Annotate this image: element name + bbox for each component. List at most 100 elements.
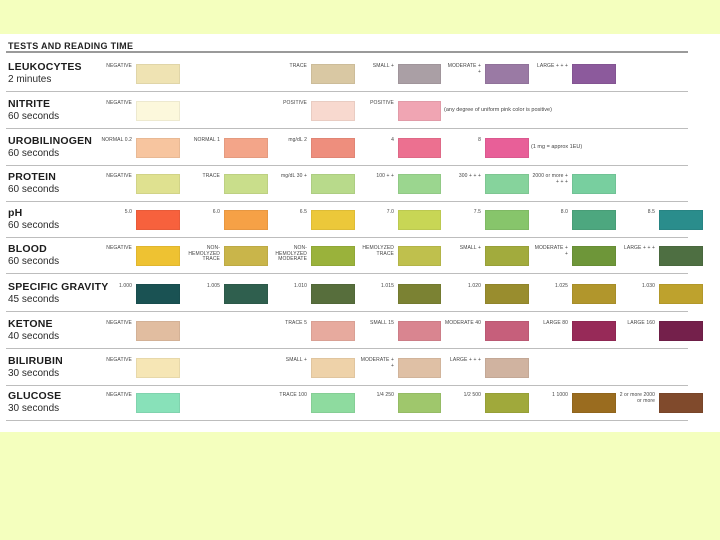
pad-label: NEGATIVE	[106, 63, 132, 69]
pad-label: MODERATE + +	[447, 63, 481, 75]
pad-label: 1.020	[467, 283, 481, 289]
pad-label: 7.5	[473, 209, 481, 215]
pad-label: 4	[391, 137, 394, 143]
row-divider	[6, 91, 688, 92]
pad-label: SMALL 15	[370, 320, 394, 326]
pad-label: TRACE 100	[279, 392, 307, 398]
pad-label: LARGE + + +	[537, 63, 568, 69]
color-pad	[572, 174, 616, 194]
pad-label: NORMAL 1	[193, 137, 220, 143]
pad-label: mg/dL 2	[288, 137, 307, 143]
color-pad	[485, 64, 529, 84]
reading-time: 40 seconds	[8, 331, 60, 342]
row-divider	[6, 128, 688, 129]
color-pad	[311, 246, 355, 266]
pad-label: SMALL +	[459, 245, 481, 251]
row-divider	[6, 420, 688, 421]
test-name: pH	[8, 207, 23, 219]
chart-header: TESTS AND READING TIME	[8, 41, 134, 51]
pad-label: 1.010	[293, 283, 307, 289]
test-name: SPECIFIC GRAVITY	[8, 281, 109, 293]
color-pad	[398, 101, 441, 121]
pad-label: 300 + + +	[458, 173, 481, 179]
color-pad	[485, 246, 529, 266]
color-pad	[311, 174, 355, 194]
test-row-urobilinogen: UROBILINOGEN 60 seconds NORMAL 0.2 NORMAL 1…	[0, 135, 720, 175]
reading-time: 60 seconds	[8, 148, 60, 159]
test-row-leukocytes: LEUKOCYTES 2 minutes NEGATIVE TRACE SMALL + M…	[0, 61, 720, 101]
row-divider	[6, 348, 688, 349]
color-pad	[572, 64, 616, 84]
color-pad	[485, 321, 529, 341]
row-note: (1 mg = approx 1EU)	[531, 144, 583, 150]
pad-label: TRACE 5	[285, 320, 307, 326]
test-row-glucose: GLUCOSE 30 seconds NEGATIVE TRACE 100 1/4 25…	[0, 391, 720, 430]
row-divider	[6, 237, 688, 238]
reading-time: 60 seconds	[8, 256, 60, 267]
test-name: NITRITE	[8, 98, 51, 110]
reading-time: 30 seconds	[8, 403, 60, 414]
reading-time: 30 seconds	[8, 368, 60, 379]
color-pad	[311, 210, 355, 230]
color-pad	[485, 138, 529, 158]
color-pad	[485, 174, 529, 194]
color-pad	[398, 321, 441, 341]
pad-label: LARGE 80	[543, 320, 568, 326]
color-pad	[398, 210, 441, 230]
pad-label: NEGATIVE	[106, 320, 132, 326]
pad-label: LARGE + + +	[450, 357, 481, 363]
test-name: BLOOD	[8, 243, 47, 255]
color-pad	[398, 174, 441, 194]
test-name: PROTEIN	[8, 171, 57, 183]
color-pad	[311, 64, 355, 84]
color-pad	[136, 393, 180, 413]
pad-label: POSITIVE	[283, 100, 307, 106]
color-pad	[224, 246, 268, 266]
pad-label: 7.0	[386, 209, 394, 215]
pad-label: 5.0	[124, 209, 132, 215]
pad-label: MODERATE + +	[534, 245, 568, 257]
color-pad	[311, 321, 355, 341]
row-divider	[6, 273, 688, 274]
color-pad	[136, 284, 180, 304]
color-pad	[311, 358, 355, 378]
color-pad	[224, 284, 268, 304]
row-divider	[6, 165, 688, 166]
color-pad	[311, 284, 355, 304]
pad-label: NON-HEMOLYZED MODERATE	[275, 245, 307, 263]
pad-label: NORMAL 0.2	[101, 137, 132, 143]
pad-label: TRACE	[202, 173, 220, 179]
pad-label: SMALL +	[372, 63, 394, 69]
pad-label: SMALL +	[285, 357, 307, 363]
test-name: BILIRUBIN	[8, 355, 63, 367]
color-pad	[485, 284, 529, 304]
pad-label: MODERATE + +	[360, 357, 394, 369]
color-pad	[659, 393, 703, 413]
pad-label: 1.030	[641, 283, 655, 289]
pad-label: 2000 or more + + + +	[532, 173, 568, 185]
test-name: UROBILINOGEN	[8, 135, 93, 147]
color-pad	[659, 284, 703, 304]
row-divider	[6, 385, 688, 386]
color-pad	[572, 284, 616, 304]
pad-label: POSITIVE	[370, 100, 394, 106]
color-pad	[136, 246, 180, 266]
pad-label: 6.0	[212, 209, 220, 215]
pad-label: mg/dL 30 +	[281, 173, 307, 179]
color-pad	[398, 358, 441, 378]
pad-label: 1/4 250	[376, 392, 394, 398]
test-row-blood: BLOOD 60 seconds NEGATIVE NON-HEMOLYZED TRA…	[0, 243, 720, 283]
test-row-ph: pH 60 seconds 5.0 6.0 6.5 7.0 7.5 8.0 8.5	[0, 207, 720, 247]
pad-label: NEGATIVE	[106, 100, 132, 106]
color-pad	[572, 210, 616, 230]
test-row-ketone: KETONE 40 seconds NEGATIVE TRACE 5 SMALL 15 M…	[0, 319, 720, 358]
pad-label: 6.5	[299, 209, 307, 215]
color-pad	[136, 321, 180, 341]
color-pad	[311, 101, 355, 121]
pad-label: NEGATIVE	[106, 245, 132, 251]
color-pad	[659, 210, 703, 230]
color-pad	[398, 64, 441, 84]
row-divider	[6, 201, 688, 202]
test-name: LEUKOCYTES	[8, 61, 82, 73]
pad-label: 1.005	[206, 283, 220, 289]
